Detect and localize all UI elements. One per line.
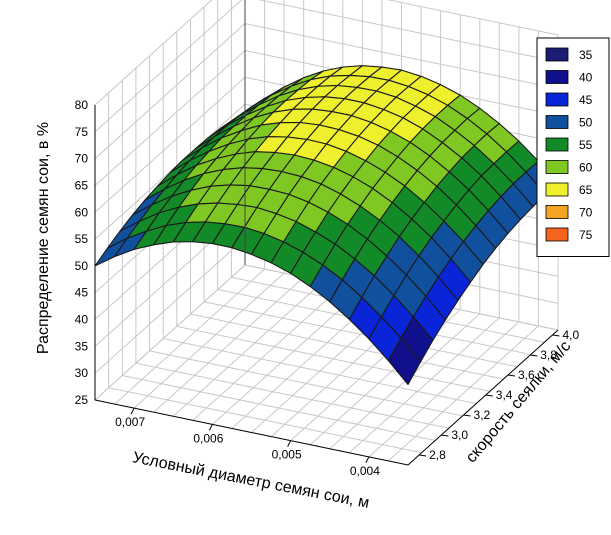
y-tick-label: 4,0 (562, 328, 579, 342)
legend-swatch (545, 70, 569, 84)
legend-entry-label: 50 (579, 116, 593, 130)
legend-swatch (545, 227, 569, 242)
legend-entry-label: 45 (579, 93, 593, 107)
y-tick-label: 3,8 (540, 348, 557, 362)
plot-frame (94, 0, 559, 466)
legend-entry-label: 35 (579, 48, 593, 62)
z-tick-label: 60 (75, 205, 89, 219)
z-tick-label: 65 (75, 178, 89, 192)
z-tick-label: 45 (75, 286, 89, 300)
legend-entry-label: 40 (579, 71, 593, 85)
z-tick-label: 50 (75, 259, 89, 273)
surface-mesh (94, 65, 559, 386)
y-tick-mark (485, 394, 493, 397)
x-tick-label: 0,006 (193, 431, 223, 445)
z-tick-label: 35 (75, 339, 89, 353)
legend-swatch (545, 182, 569, 197)
z-tick-label: 25 (75, 393, 89, 407)
tick-labels: 25 30 35 40 45 50 55 60 65 70 75 80 0,007 0,006 0,005 0… (75, 98, 580, 478)
y-tick-label: 3,2 (474, 408, 491, 422)
x-tick-mark (365, 456, 370, 464)
legend-swatch (545, 115, 569, 129)
y-tick-mark (507, 374, 516, 377)
x-tick-mark (208, 424, 213, 431)
y-tick-mark (441, 434, 449, 437)
z-tick-label: 40 (75, 313, 89, 327)
legend-swatch (545, 205, 569, 219)
z-tick-label: 55 (75, 232, 89, 246)
z-axis-title: Распределение семян сои, в % (35, 122, 52, 354)
legend: 35 40 45 50 55 60 65 70 75 (536, 37, 610, 257)
z-tick-label: 75 (75, 125, 89, 139)
axis-frame (94, 105, 559, 466)
z-tick-label: 70 (75, 152, 89, 166)
y-tick-label: 3,6 (518, 368, 535, 382)
legend-swatch (545, 160, 569, 174)
z-tick-label: 30 (75, 366, 89, 380)
x-tick-label: 0,005 (272, 448, 302, 462)
x-tick-label: 0,007 (115, 415, 145, 429)
legend-swatch (545, 137, 569, 152)
legend-entry-label: 55 (579, 138, 593, 152)
y-tick-label: 3,4 (496, 388, 513, 402)
gridline-z (94, 0, 559, 133)
legend-swatch (545, 47, 569, 62)
y-tick-label: 2,8 (429, 448, 446, 462)
x-tick-mark (287, 440, 292, 447)
legend-swatch (545, 92, 569, 107)
y-tick-mark (552, 334, 560, 337)
x-tick-mark (130, 407, 135, 415)
x-axis-title: Условный диаметр семян сои, м (131, 449, 371, 512)
legend-entry-label: 60 (579, 161, 593, 175)
x-tick-label: 0,004 (350, 464, 380, 478)
legend-entry-label: 75 (579, 228, 593, 242)
y-tick-mark (530, 354, 538, 357)
gridline-z (94, 0, 559, 106)
y-tick-mark (463, 414, 471, 417)
y-tick-label: 3,0 (451, 428, 468, 442)
y-tick-mark (419, 454, 427, 457)
legend-entry-label: 70 (579, 206, 593, 220)
legend-entry-label: 65 (579, 183, 593, 197)
surface-cell (387, 337, 422, 386)
z-tick-label: 80 (75, 98, 89, 112)
